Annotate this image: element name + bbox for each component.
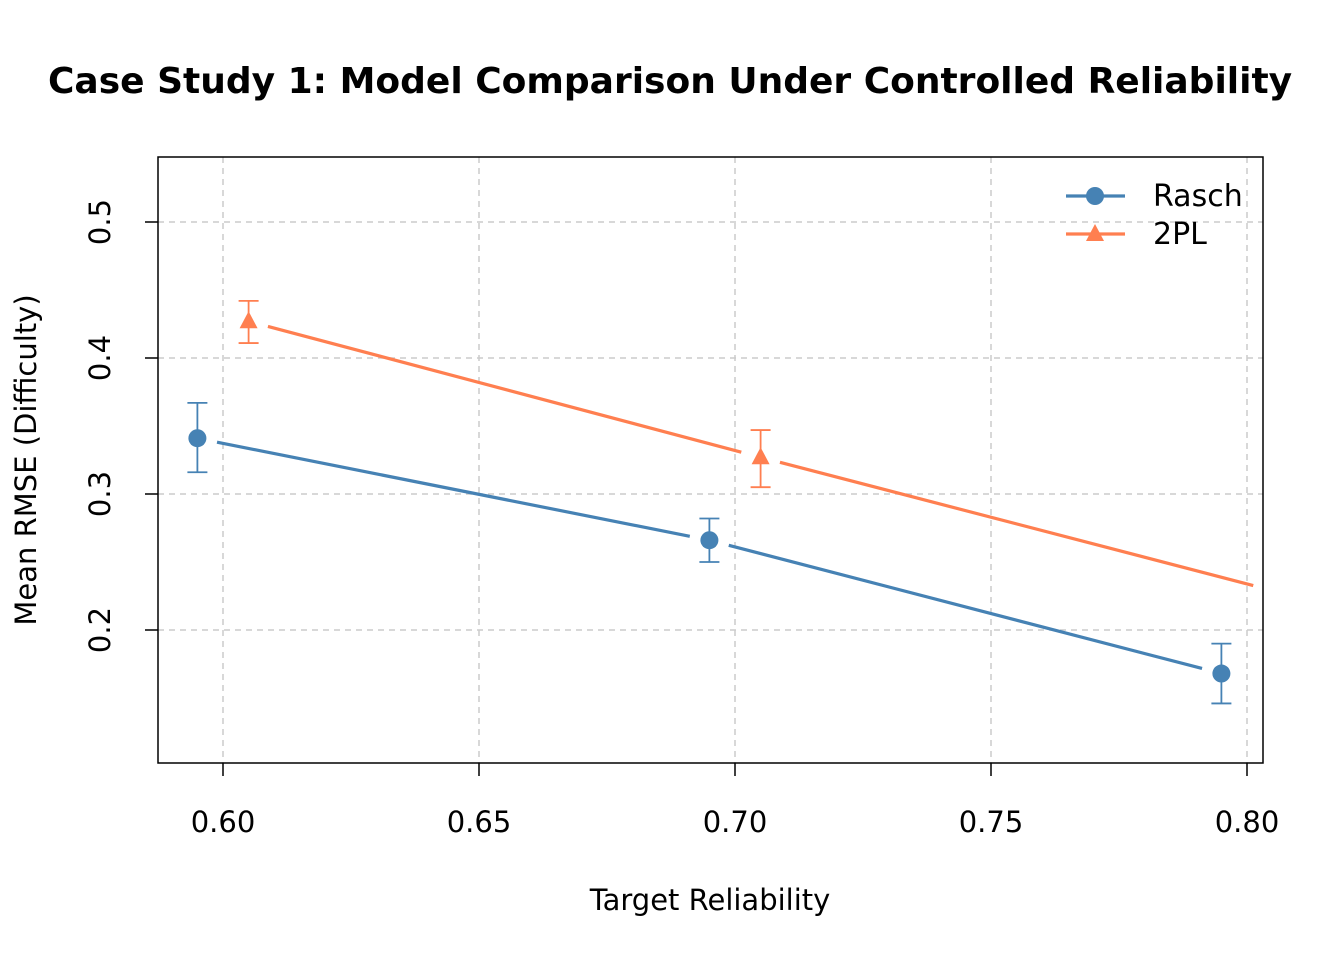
series-layer <box>187 299 1282 705</box>
x-tick-label: 0.75 <box>959 805 1024 839</box>
plot-frame <box>157 156 1264 764</box>
series-rasch <box>187 401 1232 705</box>
legend-marker <box>1086 187 1104 205</box>
series-2pl <box>238 299 1282 618</box>
series-line-segment <box>728 543 1203 671</box>
data-point <box>188 429 207 448</box>
series-line-segment <box>779 460 1254 588</box>
axes: 0.60 0.65 0.70 0.75 0.80 0.2 0.3 0.4 0.5 <box>83 199 1279 839</box>
data-point <box>239 311 258 329</box>
x-axis-label: Target Reliability <box>589 883 831 917</box>
legend-item-rasch: Rasch <box>1066 179 1243 214</box>
x-tick-label: 0.70 <box>703 805 768 839</box>
legend-item-2pl: 2PL <box>1066 217 1207 252</box>
chart-title: Case Study 1: Model Comparison Under Con… <box>48 61 1292 102</box>
data-point <box>751 447 770 465</box>
grid <box>158 157 1263 763</box>
y-tick-label: 0.2 <box>83 607 117 653</box>
x-tick-label: 0.60 <box>191 805 256 839</box>
data-point <box>1264 581 1282 598</box>
legend-marker <box>1086 224 1104 241</box>
y-tick-label: 0.3 <box>83 471 117 517</box>
legend-label: 2PL <box>1153 217 1207 252</box>
y-axis-label: Mean RMSE (Difficulty) <box>9 294 43 625</box>
data-point <box>1212 664 1231 683</box>
y-tick-label: 0.5 <box>83 199 117 245</box>
data-point <box>700 531 719 550</box>
legend-label: Rasch <box>1153 179 1243 214</box>
x-tick-label: 0.65 <box>447 805 512 839</box>
series-line-segment <box>216 440 691 538</box>
series-line-segment <box>267 324 742 454</box>
y-tick-label: 0.4 <box>83 335 117 381</box>
x-tick-label: 0.80 <box>1215 805 1280 839</box>
